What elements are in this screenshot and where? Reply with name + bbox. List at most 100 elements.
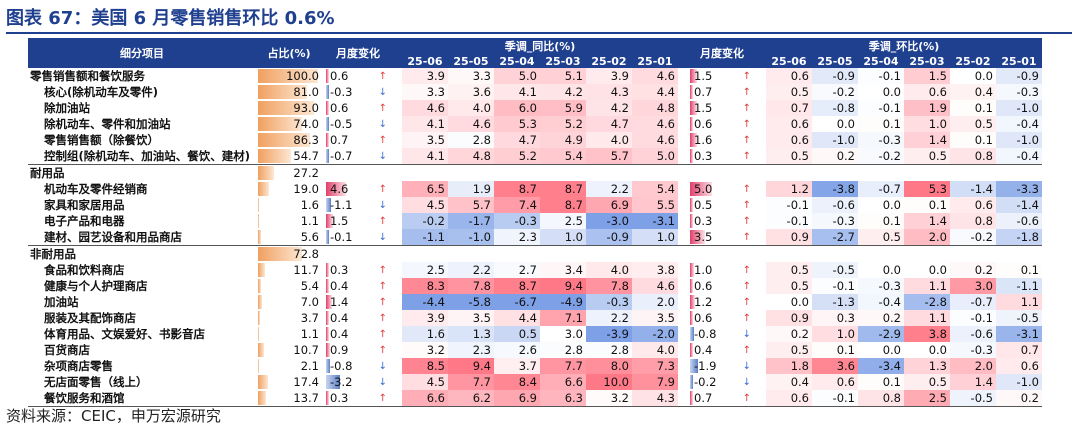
yoy-cell: -2.0 [632,326,678,342]
arrow-up-icon: ↑ [742,134,751,146]
monthly-change-cell: 0.6 ↑ [686,116,758,132]
yoy-cell: 5.9 [540,100,586,116]
column-gap [678,197,686,213]
mom-cell: 0.5 [766,148,812,165]
mom-cell: 0.2 [950,262,996,278]
arrow-up-icon: ↑ [742,215,751,227]
table-row: 控制组(除机动车、加油站、餐饮、建材) 54.7 -0.7 ↓ 4.1 4.8 5.2 5.4… [28,148,1042,165]
mom-cell: 0.7 [996,342,1042,358]
mom-cell: 0.1 [996,262,1042,278]
monthly-change-cell: 0.4 ↑ [322,326,394,342]
row-name: 除机动车、零件和加油站 [44,117,171,131]
column-gap [394,262,402,278]
arrow-up-icon: ↑ [378,264,387,276]
column-gap [678,245,686,262]
chart-title: 图表 67：美国 6 月零售销售环比 0.6% [6,8,335,29]
share-value: 54.7 [293,149,319,163]
change-value: -0.8 [330,359,353,373]
row-name: 百货商店 [44,343,90,357]
arrow-down-icon: ↓ [378,376,387,388]
table-row: 除机动车、零件和加油站 74.0 -0.5 ↓ 4.1 4.6 5.3 5.2 4.7 4.6 0.… [28,116,1042,132]
mom-cell: -0.6 [812,197,858,213]
monthly-change-cell: -0.8 ↓ [322,358,394,374]
column-gap [678,342,686,358]
mom-cell: 0.2 [812,148,858,165]
mom-cell: -0.5 [812,262,858,278]
mom-cell: -0.3 [996,84,1042,100]
monthly-change-cell: -0.5 ↓ [322,116,394,132]
header-mom-month: 25-04 [858,54,904,68]
mom-cell: -0.2 [858,148,904,165]
title-divider [6,32,1072,34]
yoy-cell: 10.0 [586,374,632,390]
yoy-cell: 2.5 [402,262,448,278]
column-gap [758,197,766,213]
yoy-cell: 5.2 [494,148,540,165]
column-gap [678,84,686,100]
mom-cell: 3.6 [812,358,858,374]
yoy-cell: 4.2 [540,84,586,100]
yoy-cell: 4.0 [632,342,678,358]
yoy-cell: -3.1 [632,213,678,229]
row-name: 零售销售额（除餐饮） [44,133,159,147]
arrow-up-icon: ↑ [742,183,751,195]
change-value: 0.6 [330,101,349,115]
share-value: 17.4 [293,375,319,389]
mom-cell: 0.0 [766,294,812,310]
yoy-cell: 2.5 [540,213,586,229]
yoy-cell: 5.4 [540,148,586,165]
mom-cell: 0.5 [858,229,904,246]
mom-cell: -2.7 [812,229,858,246]
share-cell: 11.7 [256,262,322,278]
mom-cell: 1.5 [904,68,950,84]
yoy-cell: 7.9 [632,374,678,390]
change-value: 1.2 [694,295,713,309]
change-value: 0.3 [330,263,349,277]
column-gap [758,68,766,84]
column-gap [758,148,766,165]
mom-cell: 0.6 [950,197,996,213]
mom-cell: -0.1 [950,310,996,326]
yoy-cell: 3.5 [448,310,494,326]
column-gap [678,229,686,246]
column-gap [394,326,402,342]
yoy-cell: -1.1 [402,229,448,246]
mom-cell: 0.5 [766,84,812,100]
row-name: 体育用品、文娱爱好、书影音店 [44,327,205,341]
mom-cell: 0.0 [858,84,904,100]
monthly-change-cell: 0.6 ↑ [686,310,758,326]
yoy-cell [632,164,678,181]
monthly-change-cell: 1.4 ↑ [322,294,394,310]
mom-cell: 0.0 [904,342,950,358]
row-name: 控制组(除机动车、加油站、餐饮、建材) [44,149,251,163]
row-name: 杂项商店零售 [44,359,113,373]
share-bar [258,182,270,196]
yoy-cell: 9.4 [448,358,494,374]
yoy-cell: 2.6 [494,342,540,358]
mom-cell: -1.0 [812,132,858,148]
mom-cell: -0.1 [812,278,858,294]
column-gap [394,116,402,132]
header-yoy-month: 25-01 [632,54,678,68]
table-row: 机动车及零件经销商 19.0 4.6 ↑ 6.5 1.9 8.7 8.7 2.2 5.4 5.0 ↑ 1… [28,181,1042,197]
monthly-change-cell: 0.7 ↑ [686,84,758,100]
share-value: 1.1 [300,327,319,341]
monthly-change-cell: 0.7 ↑ [322,132,394,148]
share-bar [258,263,266,277]
monthly-change-cell [322,245,394,262]
row-name: 餐饮服务和酒馆 [28,390,256,407]
yoy-cell: 4.9 [540,132,586,148]
share-bar [258,343,265,357]
mom-cell: 0.5 [950,116,996,132]
table-row: 体育用品、文娱爱好、书影音店 1.1 0.4 ↑ 1.6 1.3 0.5 3.0 -3.9 -2.… [28,326,1042,342]
arrow-up-icon: ↑ [742,344,751,356]
change-value: 0.7 [694,85,713,99]
change-value: 0.4 [330,327,349,341]
yoy-cell [494,245,540,262]
mom-cell: 0.2 [858,310,904,326]
arrow-up-icon: ↑ [378,280,387,292]
monthly-change-cell: 1.6 ↑ [686,132,758,148]
column-gap [394,68,402,84]
column-gap [758,164,766,181]
arrow-up-icon: ↑ [378,134,387,146]
